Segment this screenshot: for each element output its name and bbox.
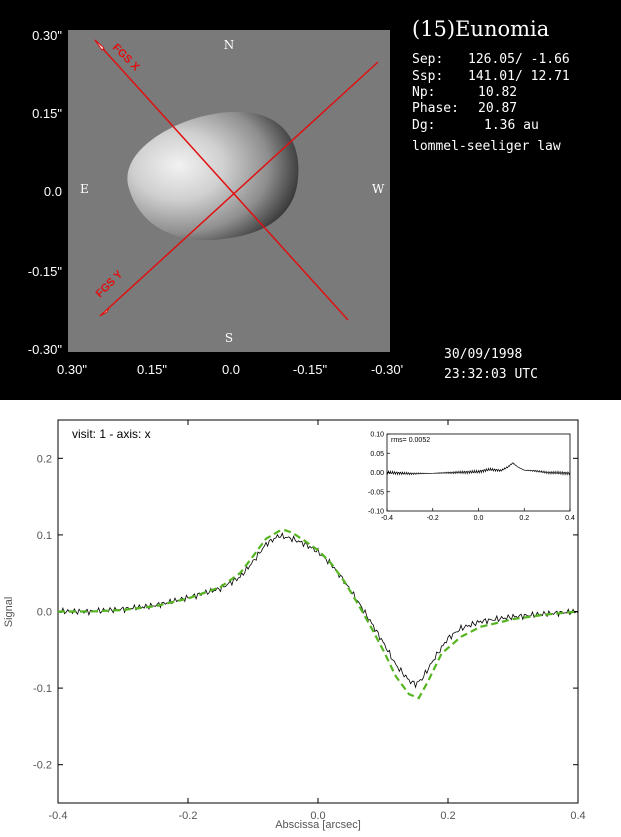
asteroid-shape	[127, 111, 299, 241]
inset-x-tick-label: -0.4	[381, 515, 393, 522]
asteroid-figure: FGS X FGS Y N S E W 0.30" 0.15" 0.0 -0.1…	[28, 17, 570, 382]
y-tick-label: 0.2	[37, 453, 52, 465]
series-layer	[57, 529, 579, 700]
image-x-tick: -0.30'	[371, 362, 403, 377]
chart-annotation: visit: 1 - axis: x	[72, 427, 151, 441]
fgs-y-arrow-icon	[99, 307, 110, 317]
image-x-ticks: 0.30" 0.15" 0.0 -0.15" -0.30'	[57, 362, 403, 377]
image-x-tick: -0.15"	[293, 362, 328, 377]
inset-y-tick-label: 0.00	[370, 470, 384, 477]
signal-observed-line	[57, 532, 579, 689]
info-value: 20.87	[478, 101, 517, 116]
signal-chart-panel: -0.4 -0.2 0.0 0.2 0.4 -0.2 -0.1 0.0 0.1 0.2 Absc…	[0, 400, 621, 832]
info-value: 141.01/ 12.71	[468, 69, 570, 84]
info-label: Ssp:	[412, 69, 443, 84]
observation-time: 23:32:03 UTC	[444, 367, 538, 382]
info-value: 10.82	[478, 85, 517, 100]
compass-south: S	[225, 331, 233, 345]
object-title: (15)Eunomia	[412, 17, 549, 41]
image-y-tick: 0.30"	[32, 28, 62, 43]
inset-residual-line	[386, 462, 571, 476]
inset-x-tick-label: 0.0	[474, 515, 484, 522]
y-axis-ticks: -0.2 -0.1 0.0 0.1 0.2	[33, 453, 578, 772]
inset-ticks: -0.4 -0.2 0.0 0.2 0.4 -0.10 -0.05 0.00 0.05 0.10	[368, 432, 575, 523]
inset-y-tick-label: -0.05	[368, 489, 384, 496]
inset-x-tick-label: -0.2	[427, 515, 439, 522]
info-value: 1.36 au	[484, 118, 539, 133]
x-tick-label: -0.2	[179, 810, 198, 822]
inset-y-tick-label: 0.05	[370, 451, 384, 458]
x-axis-ticks: -0.4 -0.2 0.0 0.2 0.4	[49, 420, 586, 822]
fgs-x-arrow-icon	[94, 39, 105, 51]
y-axis-label: Signal	[3, 597, 15, 628]
inset-y-tick-label: -0.10	[368, 509, 384, 516]
image-y-tick: -0.15"	[28, 264, 63, 279]
info-label: Phase:	[412, 101, 459, 116]
image-y-tick: 0.15"	[32, 106, 62, 121]
info-value: 126.05/ -1.66	[468, 52, 570, 67]
image-x-tick: 0.0	[222, 362, 240, 377]
image-x-tick: 0.15"	[137, 362, 167, 377]
asteroid-image-panel: FGS X FGS Y N S E W 0.30" 0.15" 0.0 -0.1…	[0, 0, 621, 400]
signal-model-line	[58, 529, 579, 700]
compass-north: N	[224, 38, 235, 52]
inset-x-tick-label: 0.4	[565, 515, 575, 522]
compass-west: W	[372, 182, 385, 196]
inset-y-tick-label: 0.10	[370, 432, 384, 439]
inset-rms-label: rms= 0.0052	[391, 437, 430, 444]
image-y-tick: -0.30"	[28, 342, 63, 357]
compass-east: E	[80, 182, 89, 196]
y-tick-label: 0.0	[37, 607, 52, 619]
info-label: Dg:	[412, 118, 435, 133]
info-label: Np:	[412, 85, 435, 100]
y-tick-label: -0.1	[33, 683, 52, 695]
image-y-ticks: 0.30" 0.15" 0.0 -0.15" -0.30"	[28, 28, 63, 357]
signal-chart: -0.4 -0.2 0.0 0.2 0.4 -0.2 -0.1 0.0 0.1 0.2 Absc…	[3, 419, 586, 831]
inset-background	[382, 434, 570, 516]
fgs-y-axis-line	[99, 61, 379, 317]
x-tick-label: 0.2	[440, 810, 455, 822]
x-tick-label: 0.0	[310, 810, 325, 822]
y-tick-label: -0.2	[33, 760, 52, 772]
x-tick-label: -0.4	[49, 810, 68, 822]
inset-residual-layer	[386, 462, 571, 476]
inset-x-tick-label: 0.2	[519, 515, 529, 522]
x-tick-label: 0.4	[570, 810, 585, 822]
law-label: lommel-seeliger law	[412, 139, 561, 154]
x-axis-label: Abscissa [arcsec]	[275, 819, 361, 831]
image-y-tick: 0.0	[44, 184, 62, 199]
y-tick-label: 0.1	[37, 530, 52, 542]
fgs-x-axis-line	[94, 39, 349, 321]
observation-date: 30/09/1998	[444, 347, 522, 362]
info-block: Sep: 126.05/ -1.66 Ssp: 141.01/ 12.71 Np…	[412, 52, 570, 154]
image-x-tick: 0.30"	[57, 362, 87, 377]
info-label: Sep:	[412, 52, 443, 67]
